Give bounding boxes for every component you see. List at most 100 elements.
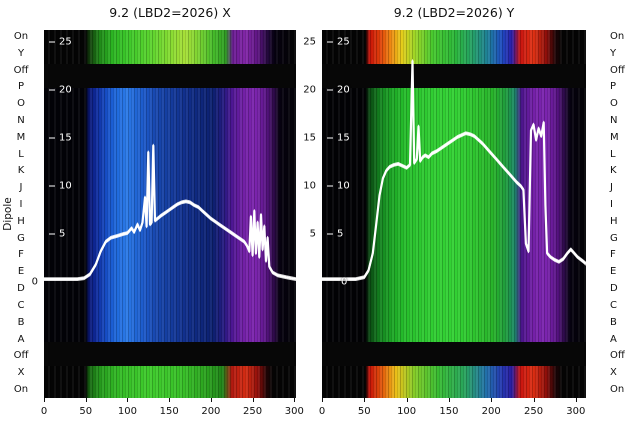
panel-title-y: 9.2 (LBD2=2026) Y	[393, 5, 515, 20]
dipole-row-label: C	[610, 299, 617, 311]
x-tick-value: 200	[201, 406, 221, 417]
x-tick-mark	[210, 398, 212, 402]
dipole-row-label: G	[17, 232, 25, 244]
dipole-row-label: On	[610, 383, 625, 395]
dipole-row-label: M	[16, 131, 26, 143]
y-tick-zero-y: 0	[341, 276, 348, 288]
dipole-row-label: O	[17, 98, 25, 110]
x-tick-mark	[448, 398, 450, 402]
x-tick-mark	[575, 398, 577, 402]
heatmap-panel-y: 9.2 (LBD2=2026) Y 25 20 15 10 5 0 0 50 100 150 2…	[319, 5, 586, 417]
dipole-row-label: K	[17, 165, 25, 177]
row-labels-left: On Y Off P O N M L K J I H G F E D C B A Off X On	[6, 28, 36, 398]
line-overlay-y	[322, 59, 586, 281]
dipole-row-label: Off	[13, 350, 29, 362]
dipole-row-label: On	[13, 383, 29, 395]
dipole-row-label: X	[17, 367, 25, 379]
line-overlay-x	[44, 143, 296, 281]
dipole-row-label: X	[610, 367, 617, 379]
dipole-row-label: Off	[13, 64, 29, 76]
dipole-row-label: B	[610, 316, 617, 328]
heatmap-band-bottom-strip	[44, 366, 296, 398]
x-tick-mark	[169, 398, 171, 402]
x-tick-value: 300	[284, 406, 304, 417]
x-tick-mark	[491, 398, 493, 402]
data-trace	[44, 144, 296, 281]
dipole-row-label: Off	[610, 64, 625, 76]
dipole-row-label: D	[610, 283, 618, 295]
dipole-row-label: H	[17, 215, 25, 227]
gap-y-tick-label: 15	[303, 132, 316, 144]
x-tick-value: 0	[318, 406, 326, 417]
x-tick-value: 250	[523, 406, 544, 417]
gap-y-tick-label: 5	[309, 228, 316, 240]
heatmap-band-gap1	[322, 64, 586, 88]
heatmap-band-gap1	[44, 64, 296, 88]
x-tick-mark	[44, 398, 45, 402]
gap-y-tick-label: 20	[303, 84, 316, 96]
gap-y-tick-label: 25	[303, 36, 316, 48]
heatmap-band-main	[44, 88, 296, 342]
heatmap-band-top-strip	[322, 30, 586, 64]
x-tick-mark	[252, 398, 254, 402]
x-tick-value: 150	[159, 406, 179, 417]
heatmap-band-gap2	[322, 342, 586, 366]
x-tick-value: 150	[439, 406, 459, 417]
dipole-row-label: D	[17, 283, 25, 295]
x-tick-value: 100	[117, 406, 137, 417]
dipole-row-label: On	[13, 30, 29, 42]
heatmap-band-bottom-strip	[322, 366, 586, 398]
dipole-row-label: L	[18, 148, 24, 160]
dipole-row-label: B	[17, 316, 25, 328]
x-tick-mark	[364, 398, 366, 402]
x-tick-value: 200	[481, 406, 501, 417]
dipole-row-label: N	[610, 114, 618, 126]
x-tick-value: 250	[243, 406, 263, 417]
dipole-row-label: I	[19, 199, 23, 211]
x-tick-mark	[85, 398, 87, 402]
dipole-row-label: I	[610, 199, 613, 211]
gap-tick-labels: 25 20 15 10 5	[297, 30, 318, 398]
dipole-row-label: J	[19, 182, 23, 194]
dipole-row-label: G	[610, 232, 618, 244]
x-tick-value: 300	[566, 406, 586, 417]
heatmap-bands-x	[44, 30, 296, 398]
dipole-row-label: Y	[610, 47, 617, 59]
gap-y-tick-label: 10	[303, 180, 316, 192]
dipole-row-label: F	[610, 249, 616, 261]
x-tick-value: 100	[397, 406, 417, 417]
dipole-row-label: O	[610, 98, 618, 110]
x-tick-mark	[322, 398, 323, 402]
dipole-row-label: J	[610, 182, 613, 194]
dipole-row-label: A	[17, 333, 25, 345]
dipole-row-label: Y	[17, 47, 25, 59]
dipole-row-label: P	[17, 81, 25, 93]
dipole-row-label: L	[610, 148, 616, 160]
dipole-row-label: E	[17, 266, 25, 278]
dipole-row-label: E	[610, 266, 617, 278]
data-trace	[44, 146, 296, 281]
row-labels-right: On Y Off P O N M L K J I H G F E D C B A Off X On	[610, 28, 638, 398]
dipole-row-label: Off	[610, 350, 625, 362]
dipole-row-label: H	[610, 215, 618, 227]
x-tick-mark	[127, 398, 129, 402]
panel-title-x: 9.2 (LBD2=2026) X	[109, 5, 231, 20]
heatmap-band-gap2	[44, 342, 296, 366]
dipole-row-label: N	[17, 114, 25, 126]
dipole-row-label: C	[17, 299, 25, 311]
x-tick-mark	[533, 398, 535, 402]
dipole-row-label: On	[610, 30, 625, 42]
y-tick-zero-x: 0	[31, 276, 38, 288]
dipole-row-label: K	[610, 165, 617, 177]
heatmap-band-top-strip	[44, 30, 296, 64]
heatmap-panel-x: 9.2 (LBD2=2026) X 25 20 15 10 5 0 0 50 100 150 2…	[32, 5, 304, 417]
dipole-row-label: F	[18, 249, 24, 261]
x-tick-mark	[294, 398, 296, 402]
x-tick-value: 50	[357, 406, 371, 417]
x-tick-value: 50	[79, 406, 93, 417]
x-tick-value: 0	[40, 406, 48, 417]
dipole-row-label: M	[610, 131, 619, 143]
data-trace	[322, 62, 586, 281]
dipole-row-label: P	[610, 81, 617, 93]
